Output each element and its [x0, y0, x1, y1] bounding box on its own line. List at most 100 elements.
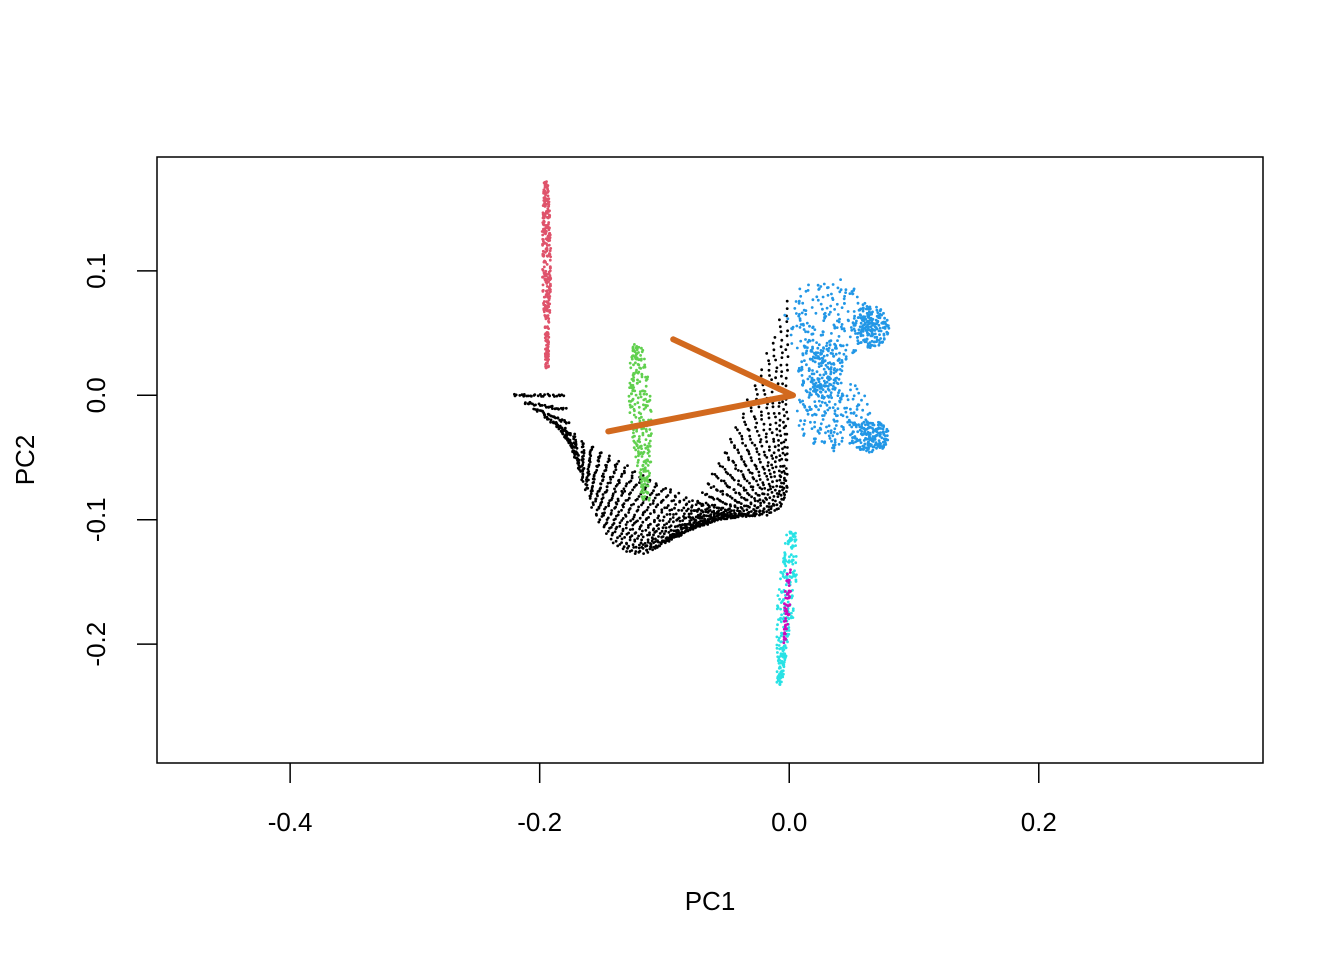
data-point — [852, 317, 856, 320]
data-point — [716, 497, 719, 501]
data-point — [529, 394, 532, 398]
data-point — [669, 528, 673, 532]
data-point — [628, 507, 632, 510]
data-point — [645, 392, 648, 396]
data-point — [745, 479, 749, 483]
data-point — [792, 555, 795, 558]
data-point — [775, 433, 779, 437]
data-point — [782, 464, 786, 468]
data-point — [801, 403, 805, 406]
data-point — [812, 441, 815, 445]
data-point — [858, 438, 861, 442]
data-point — [753, 443, 757, 447]
data-point — [775, 670, 779, 674]
data-point — [782, 663, 786, 667]
data-point — [547, 405, 550, 409]
data-point — [775, 643, 779, 647]
data-point — [713, 473, 717, 476]
data-point — [857, 328, 861, 332]
data-point — [867, 435, 871, 438]
data-point — [762, 507, 766, 511]
data-point — [766, 478, 770, 481]
data-point — [710, 503, 714, 507]
data-point — [832, 430, 836, 434]
data-point — [822, 312, 826, 316]
data-point — [636, 371, 640, 375]
data-point — [782, 620, 786, 623]
data-point — [627, 394, 631, 398]
data-point — [759, 374, 763, 378]
data-point — [780, 457, 784, 461]
data-point — [852, 310, 856, 313]
data-point — [628, 403, 632, 407]
data-point — [541, 269, 545, 272]
data-point — [691, 527, 695, 531]
data-point — [630, 392, 633, 395]
data-point — [780, 374, 783, 378]
data-point — [719, 508, 723, 511]
data-point — [643, 357, 646, 361]
data-point — [798, 317, 802, 321]
data-point — [786, 368, 789, 372]
data-point — [836, 394, 840, 397]
data-point — [870, 437, 873, 440]
data-point — [625, 550, 628, 553]
data-point — [882, 443, 886, 447]
data-point — [556, 416, 560, 420]
data-point — [549, 247, 553, 250]
data-point — [616, 536, 619, 540]
data-point — [861, 330, 865, 333]
data-point — [848, 423, 852, 427]
data-point — [807, 338, 811, 342]
data-point — [778, 318, 781, 322]
data-point — [813, 420, 817, 424]
data-point — [660, 510, 664, 514]
data-point — [749, 409, 753, 413]
data-point — [718, 464, 722, 468]
data-point — [666, 494, 670, 497]
data-point — [644, 446, 648, 450]
data-point — [833, 420, 837, 423]
data-point — [646, 526, 650, 529]
point-cluster — [783, 278, 891, 454]
data-point — [620, 475, 623, 478]
data-point — [573, 455, 576, 459]
data-point — [648, 493, 652, 497]
data-point — [740, 457, 744, 461]
data-point — [546, 207, 550, 211]
data-point — [762, 422, 766, 426]
data-point — [645, 430, 648, 433]
data-point — [820, 352, 823, 356]
data-point — [626, 520, 629, 524]
data-point — [826, 394, 830, 398]
data-point — [844, 410, 848, 414]
data-point — [680, 509, 684, 512]
data-point — [839, 381, 843, 385]
data-point — [634, 415, 638, 419]
data-point — [637, 454, 640, 458]
data-point — [692, 509, 696, 512]
data-point — [846, 310, 850, 313]
data-point — [818, 373, 822, 377]
data-point — [725, 502, 728, 506]
data-point — [765, 352, 769, 355]
data-point — [791, 609, 795, 612]
data-point — [789, 568, 792, 572]
data-point — [776, 594, 780, 597]
data-point — [733, 446, 736, 449]
data-point — [883, 434, 887, 437]
data-point — [768, 374, 771, 377]
data-point — [632, 435, 636, 438]
data-point — [525, 394, 528, 398]
data-point — [597, 520, 601, 524]
data-point — [779, 640, 783, 644]
data-point — [548, 311, 552, 314]
data-point — [672, 520, 675, 524]
data-point — [870, 327, 874, 331]
data-point — [701, 510, 705, 514]
data-point — [541, 237, 545, 241]
data-point — [827, 375, 831, 379]
data-point — [883, 439, 887, 443]
data-point — [644, 477, 647, 480]
data-point — [543, 185, 547, 189]
